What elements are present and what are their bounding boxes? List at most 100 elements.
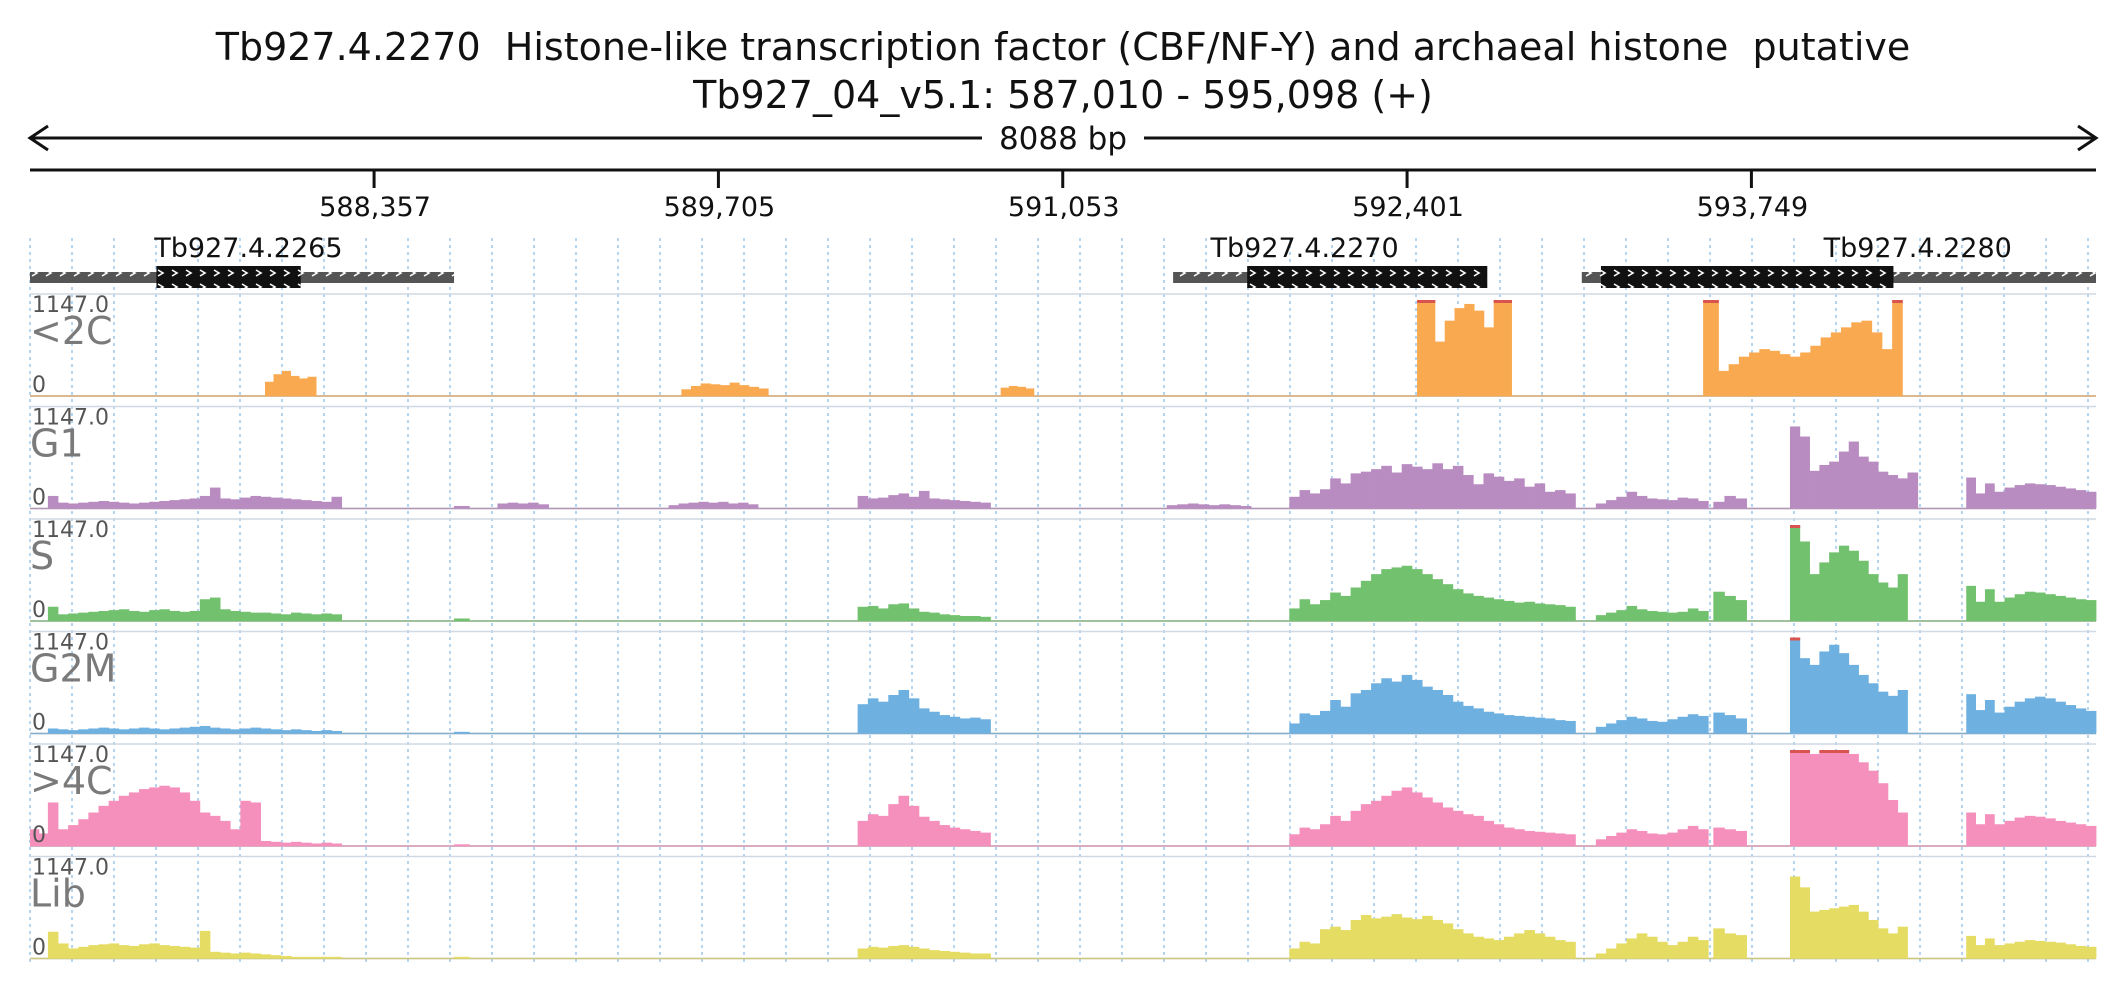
coverage-bar xyxy=(1800,352,1811,396)
coverage-bar xyxy=(2004,820,2016,846)
coverage-bar xyxy=(1219,504,1231,509)
coverage-bar xyxy=(169,728,180,734)
coverage-bar xyxy=(729,382,740,396)
coverage-bar xyxy=(1838,906,1850,959)
coverage-bar xyxy=(461,505,470,509)
coverage-bar xyxy=(2085,946,2097,959)
coverage-bar xyxy=(331,730,343,734)
coverage-bar xyxy=(1493,940,1505,959)
coverage-bar xyxy=(1534,831,1546,846)
coverage-bar xyxy=(1713,712,1725,734)
ruler-tick-label: 589,705 xyxy=(664,192,776,223)
coverage-bar xyxy=(738,502,749,509)
coverage-bar xyxy=(299,378,308,396)
coverage-bar xyxy=(78,502,89,509)
coverage-bar xyxy=(2065,597,2077,621)
coverage-bar xyxy=(1871,332,1883,396)
coverage-bar xyxy=(929,498,940,509)
coverage-bar xyxy=(1994,601,2005,621)
coverage-bar xyxy=(1848,550,1859,621)
coverage-bar xyxy=(1677,497,1689,509)
coverage-bar xyxy=(857,495,869,509)
coverage-bar xyxy=(1473,484,1484,509)
track-name: G1 xyxy=(30,422,84,466)
coverage-bar xyxy=(1897,812,1908,846)
coverage-bar xyxy=(1442,923,1454,959)
coverage-bar xyxy=(1411,569,1423,621)
gene-label: Tb927.4.2265 xyxy=(153,233,342,264)
coverage-bar xyxy=(307,376,317,396)
track-name: S xyxy=(30,534,54,578)
coverage-bar xyxy=(1616,496,1627,509)
coverage-bar xyxy=(454,844,463,846)
coverage-bar xyxy=(908,805,920,846)
coverage-bar xyxy=(260,612,272,621)
track-S: 1147.0 0 S xyxy=(30,518,2097,623)
coverage-bar xyxy=(2085,600,2097,621)
coverage-bar xyxy=(1713,591,1725,621)
track-name: <2C xyxy=(30,309,113,353)
coverage-bar xyxy=(1452,465,1464,509)
coverage-bar xyxy=(128,610,140,621)
coverage-bar xyxy=(1565,606,1576,621)
coverage-bar xyxy=(898,945,910,959)
coverage-bar xyxy=(980,502,991,509)
coverage-bar xyxy=(2014,701,2026,734)
coverage-bar xyxy=(290,956,302,959)
coverage-bar xyxy=(929,711,940,734)
coverage-bar xyxy=(139,502,150,509)
coverage-bar xyxy=(1735,718,1747,734)
coverage-bar xyxy=(118,945,130,959)
coverage-bar xyxy=(280,614,292,621)
coverage-bar xyxy=(1340,820,1352,846)
coverage-bar xyxy=(1799,541,1810,621)
coverage-bar xyxy=(38,833,49,846)
coverage-bar xyxy=(1897,574,1908,621)
coverage-bar xyxy=(1735,498,1747,509)
coverage-bar xyxy=(1724,595,1736,621)
track-G1: 1147.0 0 G1 xyxy=(30,406,2097,511)
coverage-bar xyxy=(1289,723,1300,734)
coverage-bar xyxy=(2045,941,2056,959)
coverage-bar xyxy=(1713,501,1725,509)
coverage-bar xyxy=(331,843,343,846)
coverage-bar xyxy=(949,615,961,621)
coverage-bar xyxy=(1984,814,1995,846)
coverage-bar xyxy=(1524,716,1535,734)
coverage-bar xyxy=(1514,715,1525,734)
coverage-bar xyxy=(1728,364,1740,396)
coverage-bar xyxy=(1391,472,1403,509)
coverage-bar xyxy=(220,728,231,734)
coverage-bar xyxy=(78,729,89,734)
coverage-bar xyxy=(1524,486,1535,509)
coverage-bar xyxy=(1687,498,1699,509)
coverage-bar xyxy=(1713,827,1725,846)
coverage-bar xyxy=(1710,300,1719,396)
coverage-bar xyxy=(668,505,679,509)
coverage-bar xyxy=(2035,592,2046,621)
coverage-bar xyxy=(1838,451,1850,509)
coverage-bar xyxy=(970,953,981,959)
clip-marker xyxy=(1703,300,1712,303)
coverage-bar xyxy=(179,792,191,846)
coverage-bar xyxy=(1350,919,1362,959)
coverage-bar xyxy=(1858,762,1869,846)
coverage-bar xyxy=(454,618,463,621)
coverage-bar xyxy=(1411,792,1423,846)
coverage-bar xyxy=(1493,599,1505,621)
coverage-bar xyxy=(1514,478,1525,509)
coverage-bar xyxy=(1432,689,1443,734)
coverage-bar xyxy=(1616,720,1627,734)
coverage-bar xyxy=(1503,715,1515,734)
clip-marker xyxy=(1892,300,1903,303)
coverage-bar xyxy=(128,792,140,846)
coverage-bar xyxy=(1819,750,1830,846)
coverage-bar xyxy=(1534,483,1546,509)
coverage-bar xyxy=(1422,469,1433,509)
coverage-bar xyxy=(47,802,59,846)
coverage-bar xyxy=(1483,327,1495,396)
coverage-bar xyxy=(311,730,322,734)
coverage-bar xyxy=(1240,505,1252,509)
coverage-bar xyxy=(1463,705,1474,734)
coverage-bar xyxy=(1636,609,1648,621)
